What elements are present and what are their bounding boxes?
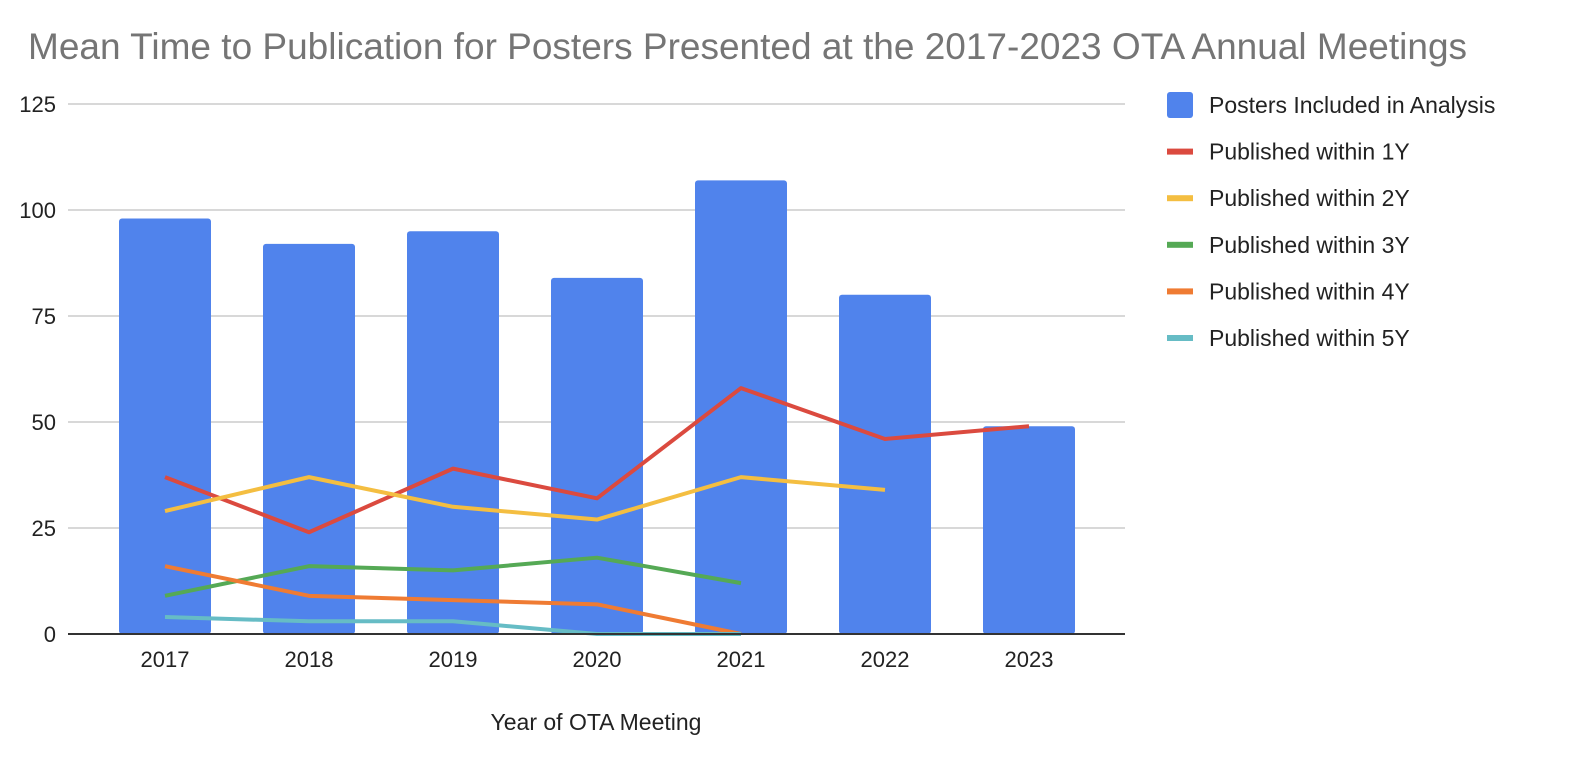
y-tick-label: 75 [32,304,56,329]
x-tick-label: 2021 [717,647,766,672]
bar-2023 [983,426,1075,634]
legend: Posters Included in Analysis Published wi… [1167,92,1495,351]
legend-label: Posters Included in Analysis [1209,92,1495,118]
chart-title: Mean Time to Publication for Posters Pre… [28,26,1467,67]
x-tick-label: 2022 [861,647,910,672]
y-tick-label: 25 [32,516,56,541]
y-tick-labels: 0 25 50 75 100 125 [19,92,56,647]
line-published-3y [164,555,742,598]
x-axis-label: Year of OTA Meeting [491,709,702,735]
legend-swatch [1167,195,1193,202]
x-tick-label: 2019 [429,647,478,672]
y-tick-label: 125 [19,92,56,117]
bar-2017 [119,218,211,635]
legend-label: Published within 4Y [1209,278,1410,304]
bar-2021 [695,180,787,634]
legend-swatch [1167,288,1193,295]
line-published-2y [164,475,886,522]
x-tick-label: 2018 [285,647,334,672]
legend-swatch [1167,148,1193,155]
x-tick-label: 2017 [141,647,190,672]
legend-label: Published within 3Y [1209,232,1410,258]
legend-swatch [1167,241,1193,248]
bar-2020 [551,277,643,634]
line-published-1y [164,386,1030,535]
y-tick-label: 100 [19,198,56,223]
bar-2022 [839,294,931,634]
bar-2019 [407,231,499,634]
x-tick-label: 2023 [1005,647,1054,672]
line-published-4y [164,564,742,636]
legend-label: Published within 2Y [1209,185,1410,211]
y-tick-label: 50 [32,410,56,435]
legend-swatch [1167,92,1193,118]
legend-label: Published within 1Y [1209,139,1410,165]
x-tick-labels: 2017 2018 2019 2020 2021 2022 2023 [141,647,1054,672]
y-tick-label: 0 [44,622,56,647]
legend-swatch [1167,335,1193,341]
legend-label: Published within 5Y [1209,325,1410,351]
bar-series [119,180,1075,635]
x-tick-label: 2020 [573,647,622,672]
bar-2018 [263,243,355,635]
